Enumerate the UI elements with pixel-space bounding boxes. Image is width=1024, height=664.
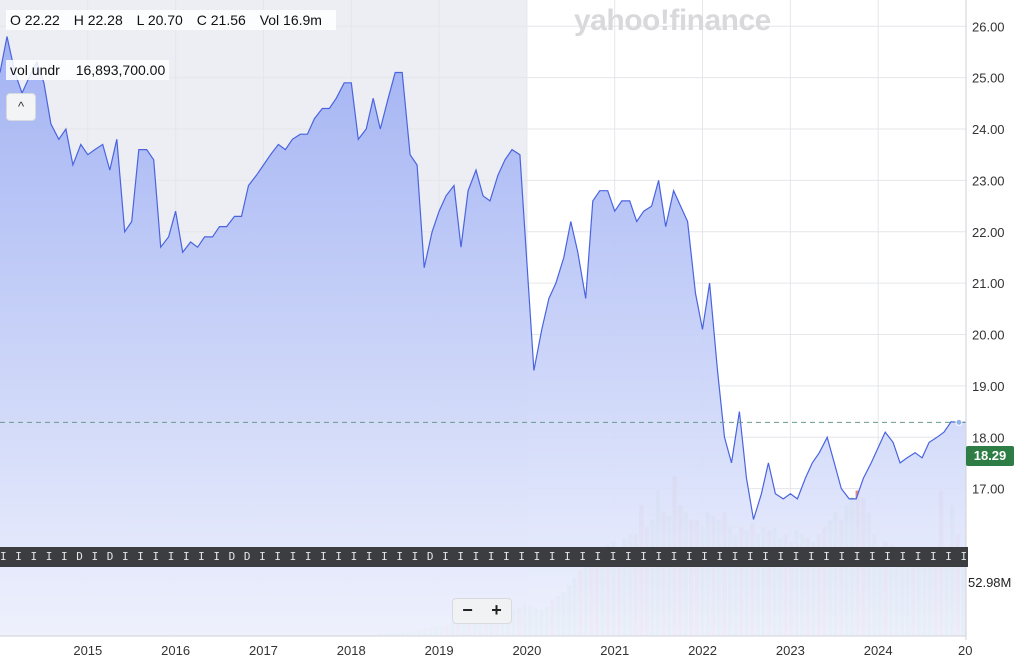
x-tick-label: 2024 (864, 643, 893, 658)
y-tick-label: 24.00 (972, 122, 1005, 137)
zoom-in-button[interactable]: + (491, 600, 502, 620)
low-value: L 20.70 (136, 12, 183, 28)
ohlc-readout: O 22.22 H 22.28 L 20.70 C 21.56 Vol 16.9… (6, 10, 336, 30)
x-tick-label: 2021 (600, 643, 629, 658)
open-value: O 22.22 (10, 12, 60, 28)
y-tick-label: 22.00 (972, 225, 1005, 240)
volume-study-readout: vol undr 16,893,700.00 (6, 60, 170, 80)
y-axis-ticks: 26.00 25.00 24.00 23.00 22.00 21.00 20.00 19.00… (972, 19, 1005, 496)
y-tick-label: 26.00 (972, 19, 1005, 34)
collapse-button[interactable]: ^ (6, 93, 36, 121)
x-tick-label: 2022 (688, 643, 717, 658)
volume-study-value: 16,893,700.00 (75, 62, 166, 78)
x-tick-label: 2018 (337, 643, 366, 658)
y-tick-label: 17.00 (972, 482, 1005, 497)
x-axis-ticks: 2015 2016 2017 2018 2019 2020 2021 2022 2023 2024… (73, 643, 972, 658)
x-tick-label: 2015 (73, 643, 102, 658)
zoom-out-button[interactable]: − (462, 600, 473, 620)
y-tick-label: 21.00 (972, 276, 1005, 291)
price-line (0, 36, 966, 520)
zoom-controls: − + (452, 598, 512, 624)
current-price-badge: 18.29 (966, 446, 1014, 466)
y-tick-label: 18.00 (972, 430, 1005, 445)
x-tick-label: 2023 (776, 643, 805, 658)
y-tick-label: 20.00 (972, 328, 1005, 343)
volume-study-label: vol undr (10, 62, 60, 78)
x-tick-label: 2020 (512, 643, 541, 658)
watermark-logo: yahoo!finance (574, 4, 771, 37)
x-tick-label: 2019 (425, 643, 454, 658)
volume-value: Vol 16.9m (259, 12, 322, 28)
x-tick-label: 20 (958, 643, 972, 658)
close-value: C 21.56 (196, 12, 246, 28)
current-volume-label: 52.98M (968, 575, 1012, 590)
x-tick-label: 2017 (249, 643, 278, 658)
x-tick-label: 2016 (161, 643, 190, 658)
events-strip[interactable]: I I I I I D I D I I I I I I I D D I I I … (0, 547, 968, 567)
y-tick-label: 19.00 (972, 379, 1005, 394)
y-tick-label: 25.00 (972, 71, 1005, 86)
high-value: H 22.28 (73, 12, 123, 28)
last-price-marker (955, 418, 963, 426)
y-tick-label: 23.00 (972, 173, 1005, 188)
price-area (0, 36, 966, 636)
